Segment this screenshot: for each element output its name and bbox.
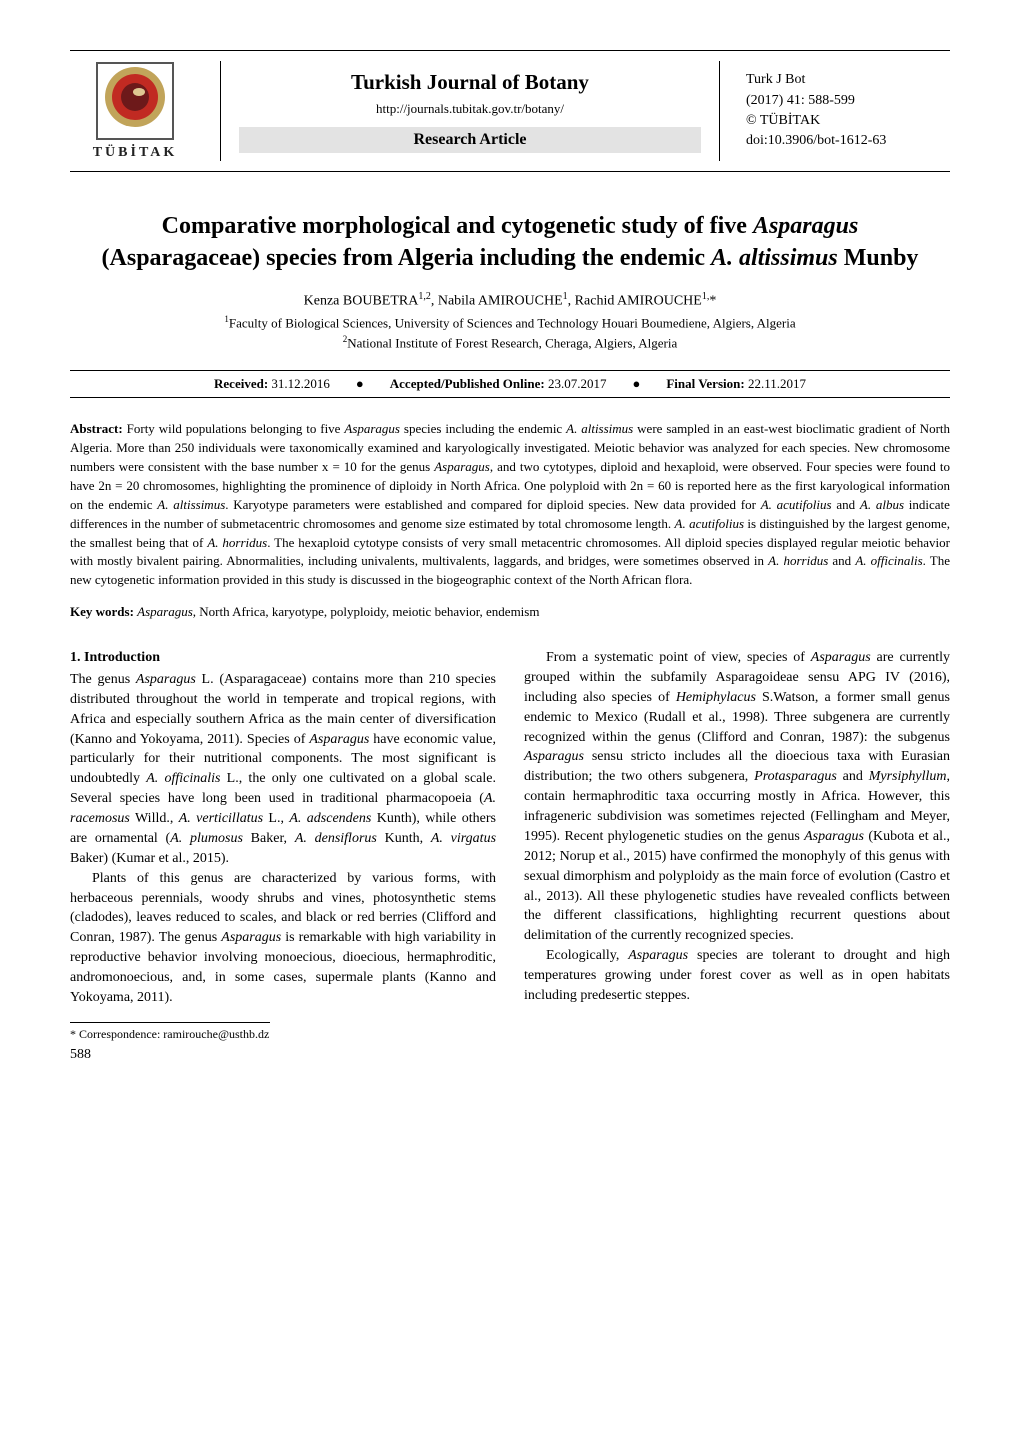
intro-para-1: The genus Asparagus L. (Asparagaceae) co… <box>70 670 496 869</box>
publisher-logo: TÜBİTAK <box>80 61 190 161</box>
affiliation-2: 2National Institute of Forest Research, … <box>70 333 950 353</box>
footnote-rule <box>70 1022 270 1023</box>
page-number: 588 <box>70 1045 496 1065</box>
accepted-value: 23.07.2017 <box>548 376 607 391</box>
accepted-label: Accepted/Published Online: <box>390 376 545 391</box>
title-italic-2: A. altissimus <box>711 245 838 271</box>
keywords-label: Key words: <box>70 604 134 619</box>
title-seg-1: Comparative morphological and cytogeneti… <box>162 213 753 239</box>
intro-para-4: Ecologically, Asparagus species are tole… <box>524 946 950 1006</box>
sep-1: ● <box>356 376 364 392</box>
article-type: Research Article <box>239 127 701 153</box>
abstract-body: Forty wild populations belonging to five… <box>70 421 950 587</box>
journal-url[interactable]: http://journals.tubitak.gov.tr/botany/ <box>376 101 564 117</box>
accepted: Accepted/Published Online: 23.07.2017 <box>390 376 607 392</box>
meta-journal-abbrev: Turk J Bot <box>746 70 950 90</box>
journal-header: TÜBİTAK Turkish Journal of Botany http:/… <box>70 50 950 172</box>
dates-row: Received: 31.12.2016 ● Accepted/Publishe… <box>70 370 950 398</box>
sep-2: ● <box>632 376 640 392</box>
final-label: Final Version: <box>666 376 744 391</box>
title-italic-1: Asparagus <box>753 213 858 239</box>
article-title: Comparative morphological and cytogeneti… <box>94 210 926 275</box>
section-heading-intro: 1. Introduction <box>70 648 496 668</box>
intro-para-3: From a systematic point of view, species… <box>524 648 950 946</box>
meta-doi: doi:10.3906/bot-1612-63 <box>746 131 950 151</box>
received: Received: 31.12.2016 <box>214 376 330 392</box>
affiliations: 1Faculty of Biological Sciences, Univers… <box>70 313 950 352</box>
final: Final Version: 22.11.2017 <box>666 376 806 392</box>
title-seg-3: Munby <box>838 245 919 271</box>
abstract-label: Abstract: <box>70 421 123 436</box>
tubitak-logo-icon <box>95 61 175 141</box>
body-columns: 1. Introduction The genus Asparagus L. (… <box>70 648 950 1065</box>
column-right: From a systematic point of view, species… <box>524 648 950 1065</box>
logo-cell: TÜBİTAK <box>70 61 200 161</box>
correspondence-footnote: * Correspondence: ramirouche@usthb.dz <box>70 1026 496 1043</box>
meta-publisher: © TÜBİTAK <box>746 111 950 131</box>
keywords-body: Asparagus, North Africa, karyotype, poly… <box>137 604 539 619</box>
title-seg-2: (Asparagaceae) species from Algeria incl… <box>102 245 711 271</box>
column-left: 1. Introduction The genus Asparagus L. (… <box>70 648 496 1065</box>
intro-para-2: Plants of this genus are characterized b… <box>70 869 496 1008</box>
publisher-logo-text: TÜBİTAK <box>93 145 178 161</box>
abstract: Abstract: Forty wild populations belongi… <box>70 420 950 590</box>
keywords: Key words: Asparagus, North Africa, kary… <box>70 604 950 620</box>
received-label: Received: <box>214 376 268 391</box>
meta-issue: (2017) 41: 588-599 <box>746 91 950 111</box>
affiliation-1: 1Faculty of Biological Sciences, Univers… <box>70 313 950 333</box>
received-value: 31.12.2016 <box>271 376 330 391</box>
authors-line: Kenza BOUBETRA1,2, Nabila AMIROUCHE1, Ra… <box>70 291 950 310</box>
final-value: 22.11.2017 <box>748 376 806 391</box>
header-center: Turkish Journal of Botany http://journal… <box>220 61 720 161</box>
header-meta: Turk J Bot (2017) 41: 588-599 © TÜBİTAK … <box>740 61 950 161</box>
journal-title: Turkish Journal of Botany <box>351 70 589 95</box>
